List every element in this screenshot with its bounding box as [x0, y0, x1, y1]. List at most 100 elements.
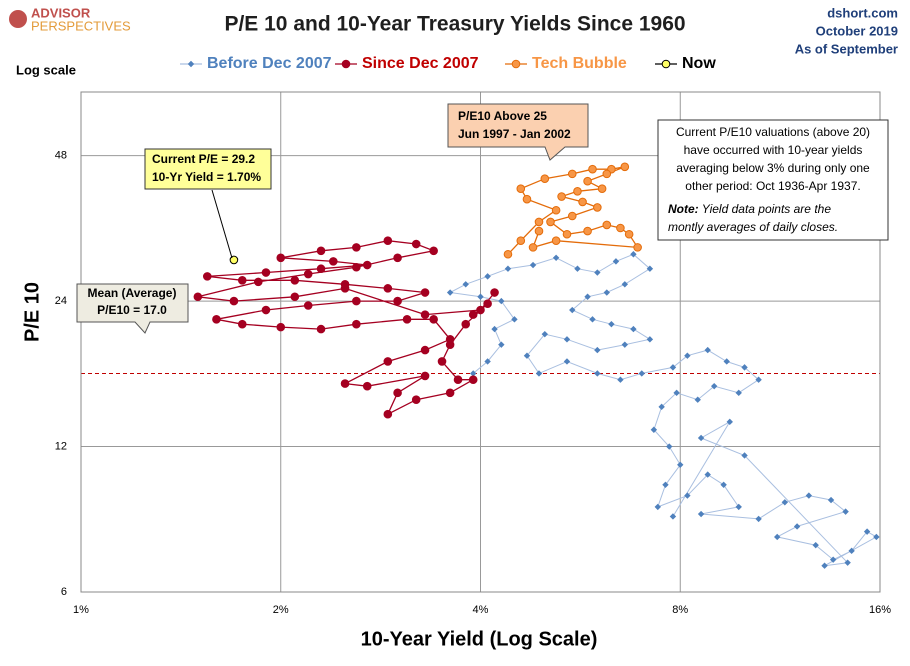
point — [669, 364, 677, 371]
point — [827, 496, 835, 504]
x-tick-label: 16% — [869, 604, 891, 616]
point — [666, 443, 673, 450]
point — [552, 254, 560, 261]
point — [477, 293, 484, 300]
point — [290, 292, 300, 302]
point — [470, 370, 477, 377]
point — [516, 184, 526, 194]
point — [253, 277, 263, 287]
note-text: have occurred with 10-year yields — [684, 143, 863, 157]
point — [602, 169, 612, 179]
point — [726, 418, 733, 426]
y-tick-label: 12 — [55, 440, 67, 452]
legend-marker — [661, 59, 671, 69]
point — [462, 281, 469, 288]
point — [624, 229, 634, 239]
point — [491, 325, 498, 333]
point — [429, 315, 438, 324]
note-text: Yield data points are the — [699, 202, 832, 216]
mean-box-text: Mean (Average) — [88, 286, 177, 300]
point — [193, 292, 203, 302]
point — [562, 229, 572, 239]
point — [212, 315, 221, 324]
note-text: averaging below 3% during only one — [676, 161, 870, 175]
point — [594, 346, 601, 354]
point — [563, 336, 571, 343]
note-label: Note: — [668, 202, 699, 216]
mean-box-text: P/E10 = 17.0 — [97, 303, 167, 317]
point — [229, 255, 239, 265]
point — [633, 243, 642, 252]
point — [328, 257, 338, 266]
point — [352, 243, 361, 252]
point — [523, 352, 531, 359]
point — [202, 272, 212, 281]
y-tick-label: 48 — [55, 150, 67, 162]
point — [237, 275, 247, 285]
point — [352, 296, 361, 306]
legend-marker — [187, 60, 195, 68]
point — [873, 533, 880, 541]
point — [720, 481, 727, 489]
point — [821, 562, 828, 569]
point — [468, 375, 478, 385]
x-tick-label: 8% — [672, 604, 688, 616]
point — [468, 310, 478, 319]
point — [589, 316, 596, 323]
point — [445, 388, 455, 398]
point — [511, 316, 518, 323]
point — [684, 352, 691, 359]
current-box — [144, 148, 272, 190]
point — [229, 296, 239, 306]
point — [316, 246, 326, 256]
point — [522, 194, 532, 204]
point — [584, 293, 591, 300]
point — [697, 434, 705, 442]
point — [673, 389, 680, 397]
logo-text: ADVISOR — [31, 5, 91, 20]
point — [793, 523, 801, 530]
point — [557, 192, 566, 201]
point — [774, 533, 781, 541]
x-axis-label: 10-Year Yield (Log Scale) — [361, 628, 598, 650]
y-tick-label: 24 — [55, 295, 67, 307]
point — [393, 253, 402, 263]
point — [261, 305, 271, 315]
point — [608, 320, 615, 328]
point — [863, 528, 871, 535]
point — [340, 379, 350, 388]
legend-marker — [511, 59, 521, 69]
point — [411, 239, 421, 249]
point — [237, 319, 247, 329]
point — [741, 364, 748, 371]
point — [677, 461, 684, 469]
point — [597, 184, 607, 194]
point — [844, 559, 851, 566]
y-axis-label: P/E 10 — [21, 282, 43, 342]
point — [583, 176, 592, 186]
point — [620, 162, 630, 172]
point — [383, 284, 393, 293]
point — [646, 265, 654, 272]
point — [735, 503, 742, 511]
point — [638, 370, 645, 377]
point — [578, 197, 587, 207]
point — [352, 319, 361, 329]
point — [646, 336, 654, 343]
point — [662, 481, 669, 489]
point — [498, 297, 505, 305]
point — [420, 345, 430, 355]
date: October 2019 — [816, 23, 898, 38]
point — [516, 236, 526, 246]
point — [842, 508, 849, 515]
point — [476, 305, 485, 315]
point — [276, 253, 286, 263]
as-of: As of September — [795, 41, 898, 56]
point — [704, 471, 711, 478]
point — [352, 262, 361, 272]
source: dshort.com — [827, 5, 898, 20]
point — [529, 261, 537, 269]
legend-label: Tech Bubble — [532, 55, 627, 72]
